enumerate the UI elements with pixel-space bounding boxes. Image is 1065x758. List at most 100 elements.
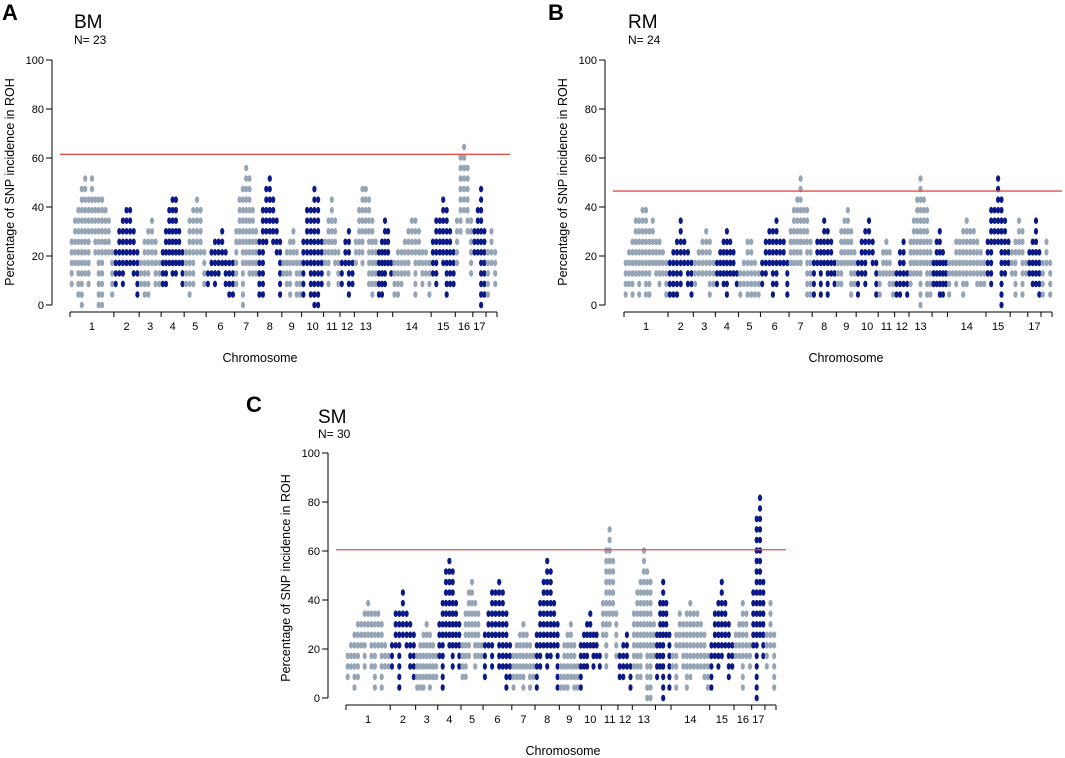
snp-point [257,249,262,256]
snp-point [578,663,583,670]
snp-point [908,249,913,256]
snp-point [447,589,452,596]
snp-point [643,280,649,288]
snp-point [83,228,88,235]
snp-point [473,652,478,660]
snp-point [795,249,800,256]
snp-point [655,673,660,681]
snp-point [372,621,377,628]
snp-point [604,610,609,617]
snp-point [767,259,772,267]
snp-point [444,280,449,288]
snp-point [220,228,225,235]
snp-point [859,270,864,277]
snp-point [607,589,612,596]
snp-point [329,217,334,224]
snp-point [518,673,523,681]
snp-point [751,642,756,649]
snp-point [345,673,350,681]
snp-point [363,217,368,224]
snp-point [473,610,478,617]
snp-point [350,280,355,288]
snp-point [691,663,696,670]
snp-point [420,259,425,267]
snp-point [257,280,262,288]
snp-point [541,589,546,596]
snp-point [96,259,101,267]
snp-point [362,663,367,670]
snp-point [691,642,696,649]
snp-point [367,238,372,246]
snp-point [187,217,192,224]
snp-point [346,228,351,235]
snp-point [849,270,854,277]
snp-point [894,280,899,288]
snp-point [585,652,590,660]
snp-point [370,249,375,256]
snp-point [921,228,926,235]
snp-point [689,270,694,277]
snp-point [808,238,813,246]
snp-point [504,621,509,628]
x-tick-label: 11 [604,714,615,726]
snp-point [427,652,432,660]
snp-point [415,652,420,660]
snp-point [664,280,669,288]
snp-point [93,206,98,214]
snp-point [305,259,310,267]
y-tick-label: 80 [585,104,597,116]
snp-point [437,217,442,224]
snp-point [751,610,756,617]
snp-point [849,259,854,267]
snp-point [575,684,580,691]
snp-point [227,270,232,277]
snp-point [444,217,449,224]
snp-point [527,673,533,681]
snp-point [754,589,759,596]
snp-point [548,652,553,660]
snp-point [757,589,763,596]
snp-point [444,206,449,214]
snp-point [801,228,807,235]
snp-point [855,291,861,298]
snp-point [785,259,790,267]
snp-point [434,259,439,267]
snp-point [716,599,721,607]
snp-point [460,642,465,649]
snp-point [409,217,414,224]
x-tick-label: 5 [192,321,198,333]
snp-point [216,270,221,277]
snp-point [647,259,652,267]
snp-point [832,259,837,267]
snp-point [678,259,683,267]
snp-point [600,631,606,639]
snp-point [541,578,546,586]
snp-point [705,673,711,681]
snp-point [1013,249,1018,256]
snp-point [397,642,402,649]
snp-point [142,249,147,256]
x-tick-label: 11 [881,321,892,333]
snp-point [805,217,810,224]
panel-a-x-axis: 1 2 3 4 5 6 7 8 9 10 11 12 13 14 15 16 17 [69,311,498,333]
snp-point [1020,259,1025,267]
snp-point [822,238,827,246]
snp-point [890,291,896,298]
snp-point [379,652,384,660]
snp-point [386,228,391,235]
snp-point [167,228,172,235]
snp-point [849,238,854,246]
snp-point [490,621,495,628]
snp-point [795,238,800,246]
snp-point [654,249,659,256]
snp-point [604,663,609,670]
y-tick-label: 0 [314,693,320,705]
snp-point [630,270,635,277]
snp-point [415,684,420,691]
snp-point [604,557,609,565]
snp-point [921,196,926,203]
snp-point [149,238,155,246]
snp-point [667,631,672,639]
snp-point [545,589,550,596]
snp-point [329,249,334,256]
